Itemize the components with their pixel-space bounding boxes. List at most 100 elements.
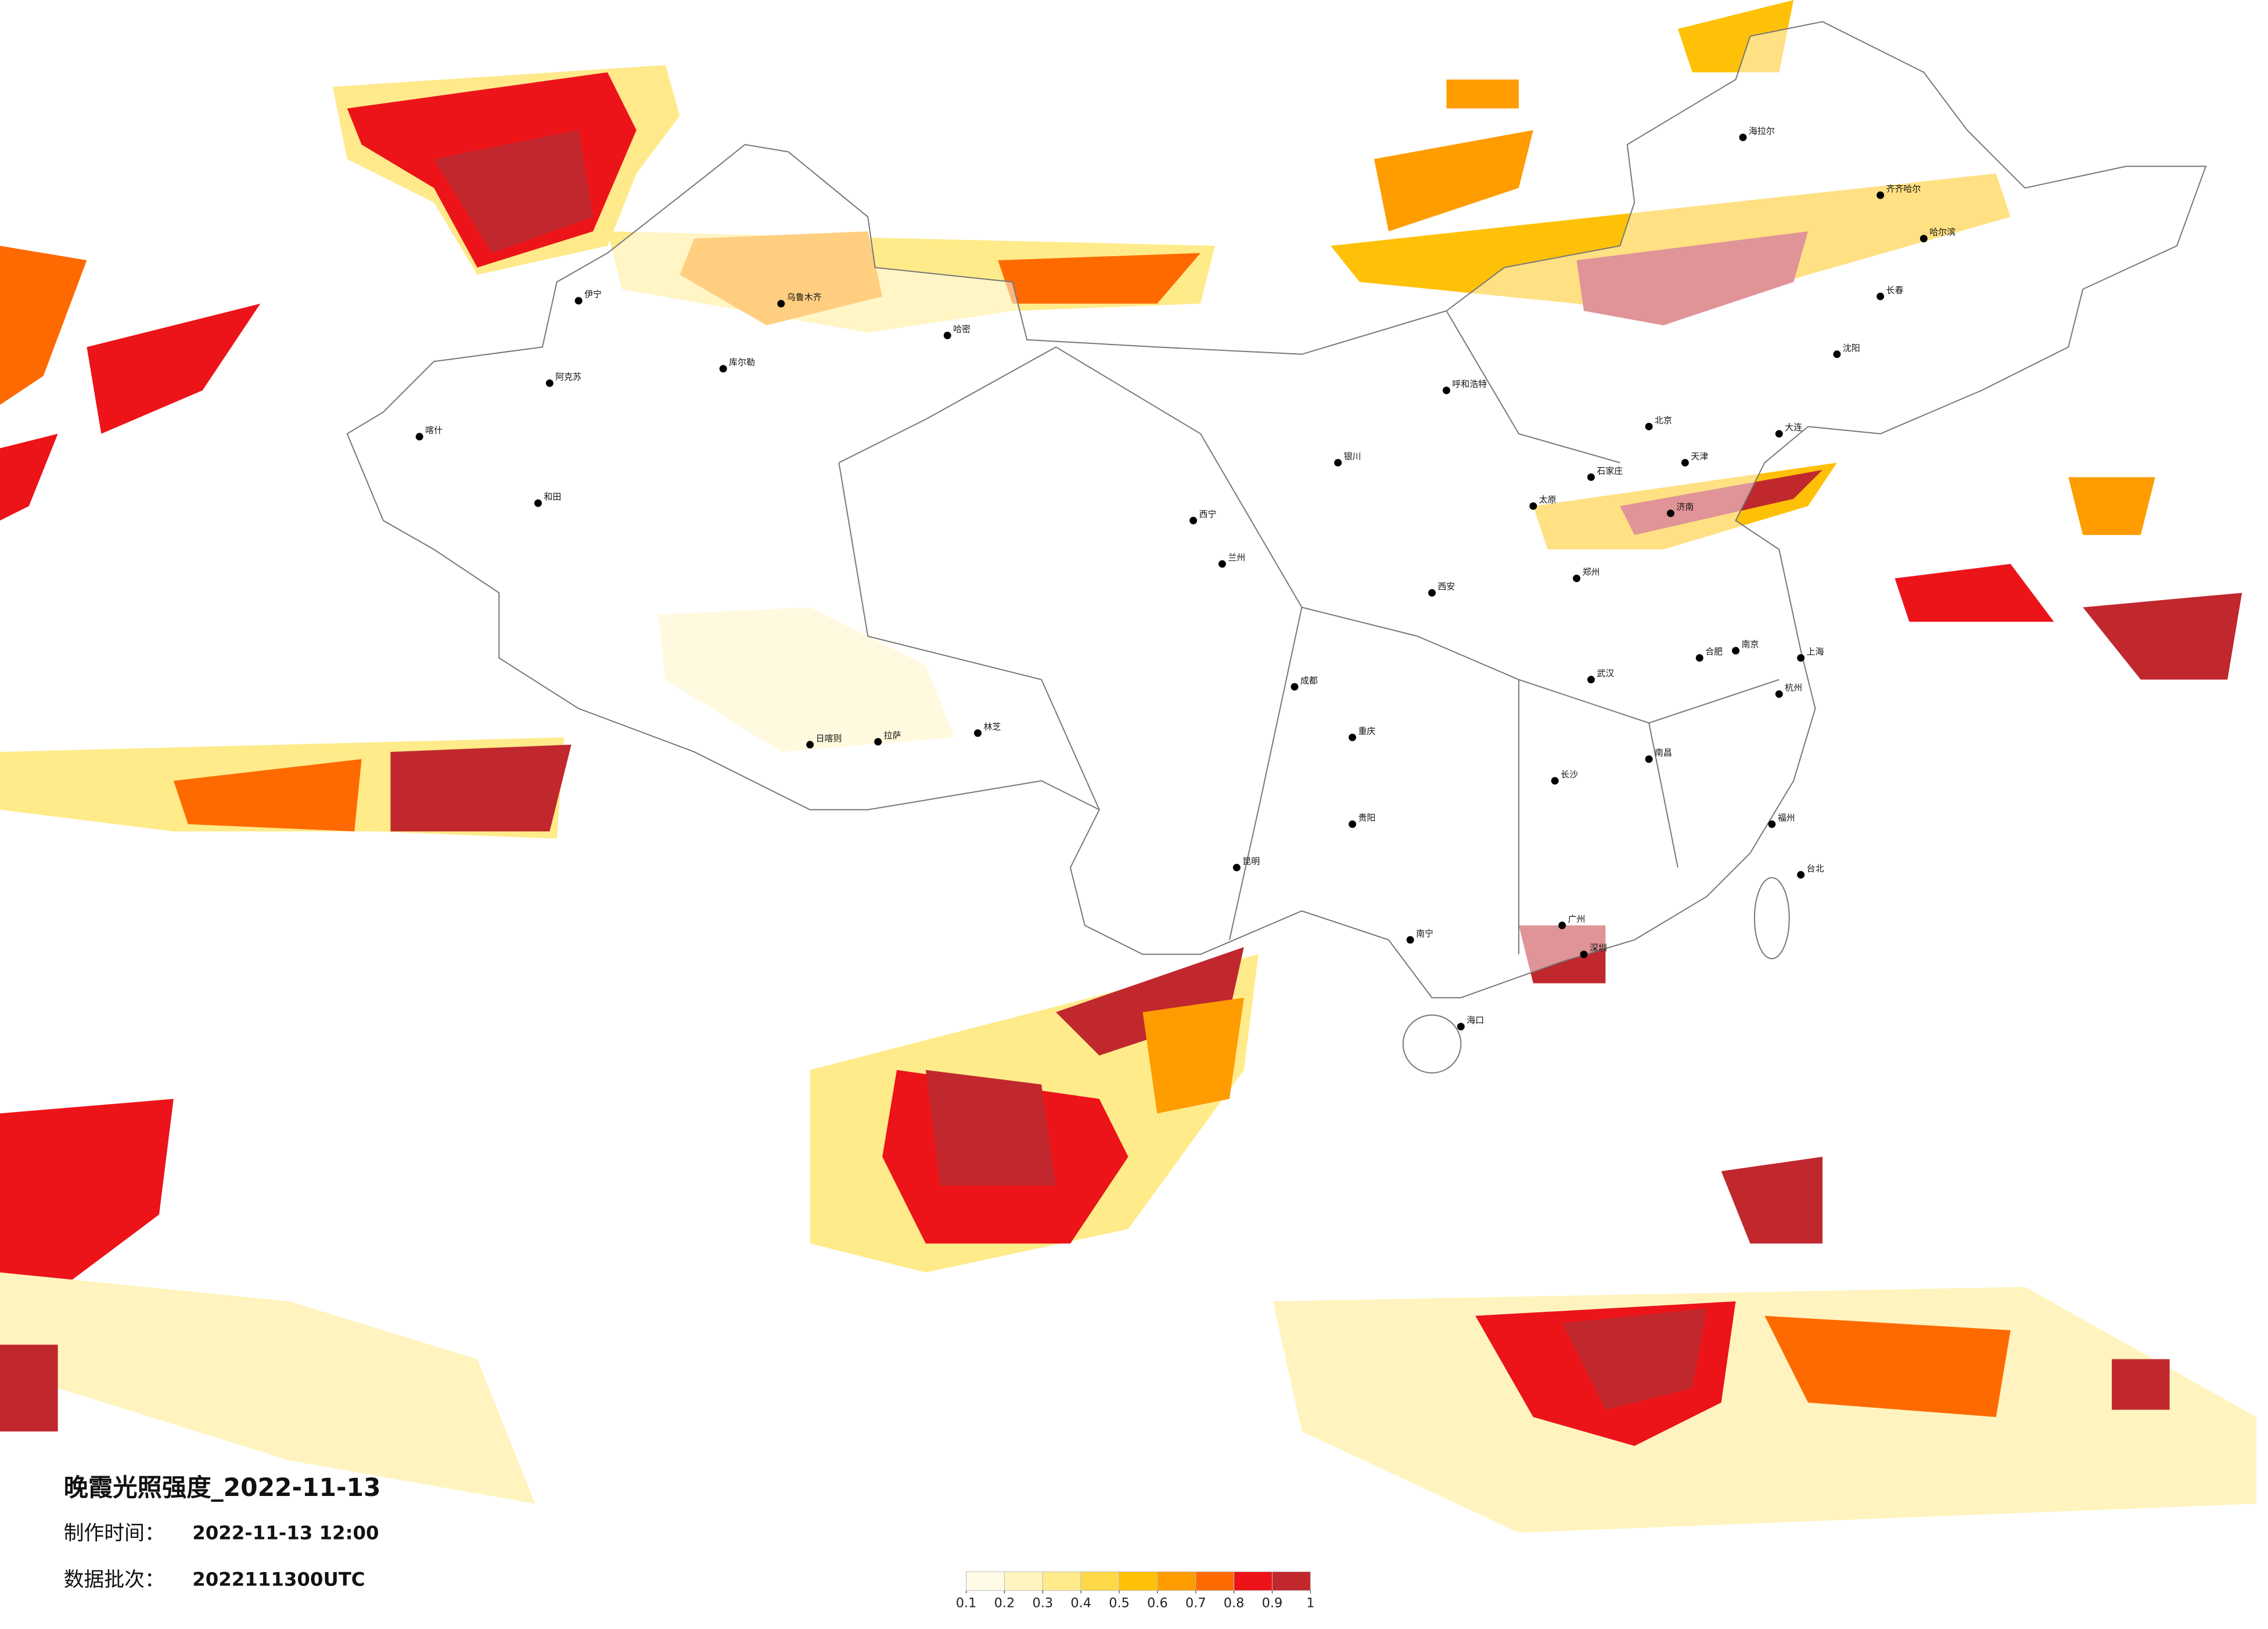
city-dot: [1768, 820, 1776, 828]
city-label: 库尔勒: [729, 357, 755, 368]
city-label: 长沙: [1561, 769, 1578, 780]
legend-tick-label: 0.9: [1262, 1596, 1283, 1611]
city-label: 哈密: [953, 324, 971, 334]
city-dot: [874, 738, 882, 746]
city-dot: [1775, 430, 1783, 438]
legend-tick-label: 0.3: [1033, 1596, 1054, 1611]
city-dot: [1580, 950, 1588, 959]
city-label: 兰州: [1228, 552, 1245, 563]
legend-tick-label: 0.2: [994, 1596, 1015, 1611]
city-dot: [1732, 647, 1739, 655]
city-dot: [806, 741, 814, 749]
city-label: 长春: [1886, 285, 1904, 295]
city-dot: [1529, 502, 1537, 510]
city-label: 重庆: [1358, 726, 1376, 736]
city-label: 成都: [1300, 675, 1318, 686]
field-patch: [998, 253, 1201, 304]
legend-tick-label: 0.8: [1224, 1596, 1245, 1611]
city-label: 阿克苏: [555, 372, 581, 382]
city-label: 伊宁: [584, 289, 602, 300]
city-label: 哈尔滨: [1929, 227, 1956, 238]
city-dot: [1920, 235, 1928, 243]
city-dot: [1291, 683, 1299, 691]
city-dot: [545, 379, 553, 387]
field-patch: [2068, 477, 2155, 535]
city-label: 西安: [1437, 581, 1455, 591]
city-label: 武汉: [1597, 668, 1614, 679]
made-value: 2022-11-13 12:00: [192, 1522, 379, 1544]
legend-tick-label: 0.1: [956, 1596, 977, 1611]
city-dot: [1406, 936, 1414, 944]
legend-tick-label: 0.5: [1109, 1596, 1130, 1611]
city-label: 天津: [1691, 451, 1708, 461]
made-label: 制作时间：: [64, 1522, 165, 1545]
city-dot: [1833, 350, 1841, 358]
field-patch: [1721, 1157, 1823, 1244]
legend-swatch: [1195, 1571, 1235, 1591]
border: [346, 21, 2207, 1074]
city-dot: [574, 297, 583, 305]
city-dot: [777, 300, 785, 308]
province-lines: [838, 310, 1780, 955]
legend-swatch: [1234, 1571, 1273, 1591]
legend-swatch: [966, 1571, 1005, 1591]
field-patch: [0, 1099, 174, 1301]
field-patch: [0, 433, 58, 521]
city-dot: [1189, 516, 1198, 525]
city-dot: [943, 331, 951, 339]
city-label: 银川: [1344, 451, 1361, 461]
city-dot: [1877, 292, 1885, 300]
field-patch: [925, 1070, 1056, 1186]
field-patch: [2112, 1359, 2170, 1410]
field-patch: [1562, 1308, 1707, 1410]
legend-tick-label: 1: [1306, 1596, 1314, 1611]
city-label: 海拉尔: [1749, 125, 1775, 136]
field-patch: [1374, 130, 1533, 232]
city-label: 西宁: [1199, 509, 1217, 519]
field-patch: [1895, 564, 2054, 622]
city-label: 台北: [1807, 863, 1824, 874]
batch-label: 数据批次：: [64, 1568, 165, 1591]
city-dot: [1797, 654, 1805, 662]
field-patch: [1764, 1315, 2011, 1418]
field-patch: [1056, 947, 1244, 1056]
city-dot: [1587, 676, 1595, 684]
city-dot: [1558, 921, 1566, 930]
city-dot: [1457, 1022, 1465, 1031]
city-dot: [1428, 589, 1436, 597]
legend-swatch: [1042, 1571, 1081, 1591]
map-title: 晚霞光照强度_2022-11-13: [64, 1473, 381, 1502]
taiwan: [1753, 877, 1790, 960]
field-patch: [434, 130, 594, 253]
field-patch: [0, 1344, 58, 1431]
city-dot: [1739, 133, 1747, 141]
legend-swatch: [1157, 1571, 1196, 1591]
city-dot: [1334, 458, 1342, 467]
city-dot: [1666, 509, 1674, 518]
city-dot: [1232, 863, 1241, 871]
batch-value: 2022111300UTC: [192, 1568, 365, 1590]
city-dot: [1551, 777, 1559, 785]
city-dot: [1573, 575, 1581, 583]
city-dot: [1681, 458, 1689, 467]
city-label: 喀什: [425, 425, 443, 436]
city-label: 郑州: [1583, 567, 1600, 577]
city-dot: [1645, 755, 1653, 763]
city-label: 昆明: [1242, 856, 1260, 866]
city-label: 石家庄: [1597, 465, 1623, 476]
city-dot: [1349, 733, 1357, 741]
city-dot: [1645, 422, 1653, 430]
city-dot: [415, 433, 423, 441]
city-label: 乌鲁木齐: [787, 292, 822, 303]
city-dot: [1442, 386, 1450, 394]
legend-tick-label: 0.4: [1070, 1596, 1091, 1611]
city-label: 呼和浩特: [1452, 379, 1487, 389]
field-patch: [0, 1272, 535, 1504]
city-label: 济南: [1676, 502, 1694, 512]
legend-tick-label: 0.7: [1185, 1596, 1206, 1611]
city-label: 南宁: [1416, 928, 1433, 939]
city-dot: [1218, 560, 1226, 568]
legend-swatch: [1080, 1571, 1120, 1591]
